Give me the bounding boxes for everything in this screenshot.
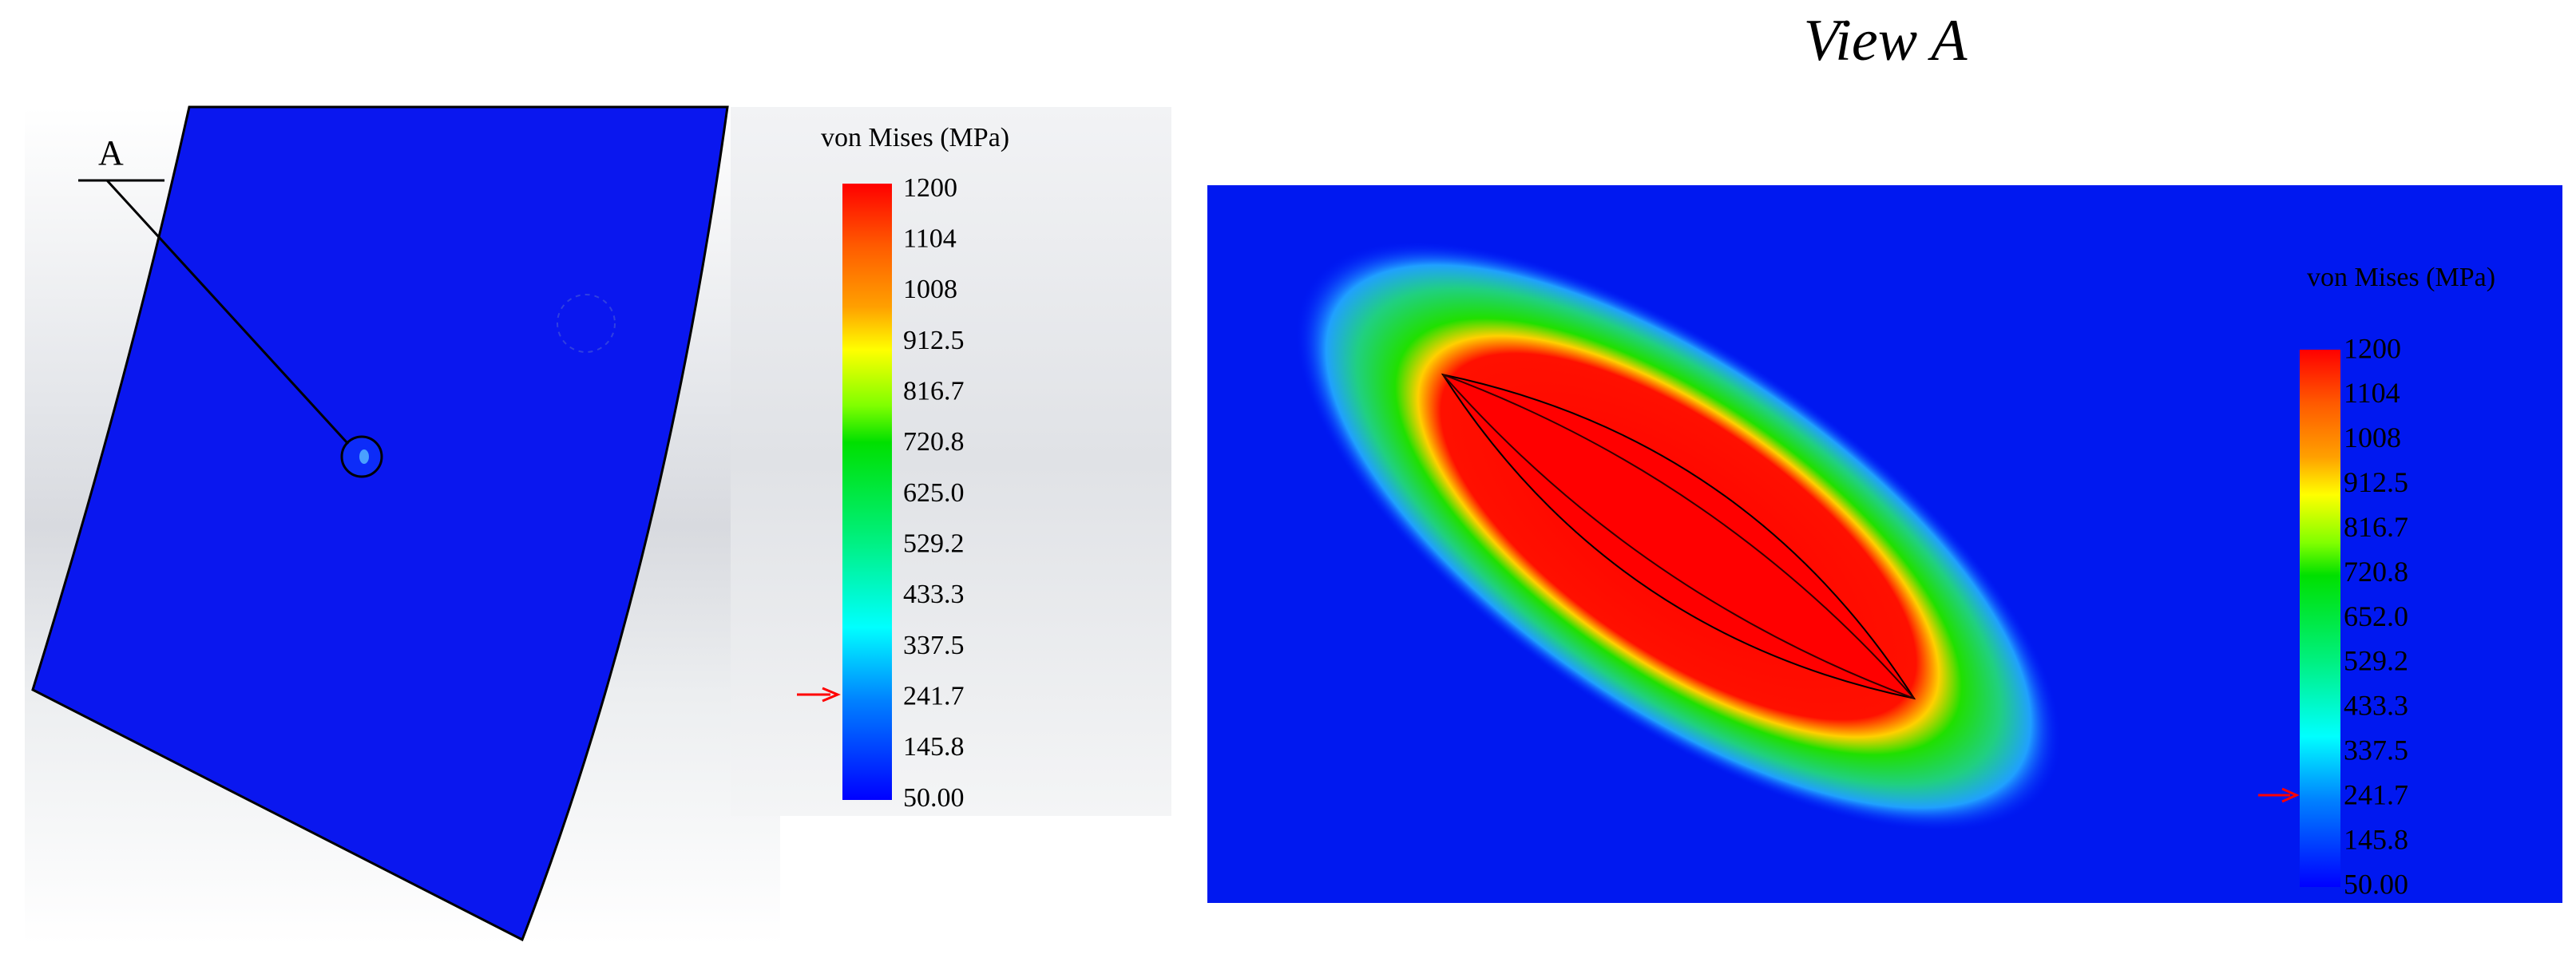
legend-title: von Mises (MPa) [821, 123, 1009, 152]
legend-label: 912.5 [2344, 466, 2408, 498]
legend-label: 1104 [903, 224, 957, 253]
legend-label: 625.0 [903, 478, 965, 508]
legend-label: 145.8 [903, 732, 965, 762]
part [31, 105, 729, 942]
legend-label: 652.0 [2344, 600, 2408, 632]
legend-label: 1200 [903, 173, 957, 203]
legend-label: 337.5 [903, 631, 965, 660]
legend-label: 529.2 [903, 529, 965, 558]
legend-label: 50.00 [2344, 868, 2408, 900]
hotspot [359, 449, 369, 464]
legend-label: 816.7 [2344, 511, 2408, 543]
legend-label: 241.7 [903, 681, 965, 711]
legend-label: 720.8 [2344, 556, 2408, 588]
legend-label: 145.8 [2344, 823, 2408, 855]
legend-label: 720.8 [903, 427, 965, 457]
lens-edge [1442, 374, 1915, 699]
faint-circle [557, 294, 616, 353]
legend-label: 1008 [903, 275, 957, 304]
legend-label: 529.2 [2344, 645, 2408, 677]
legend-label: 433.3 [2344, 690, 2408, 722]
color-bar [842, 184, 892, 800]
detail-label: A [98, 133, 124, 172]
color-bar [2300, 350, 2340, 887]
arrow [797, 687, 841, 703]
legend-label: 1104 [2344, 377, 2400, 409]
legend-label: 337.5 [2344, 734, 2408, 766]
legend-label: 816.7 [903, 376, 965, 406]
legend-label: 1200 [2344, 332, 2401, 364]
legend-title: von Mises (MPa) [2307, 263, 2495, 292]
view-title: View A [1804, 8, 1968, 73]
arrow [2258, 787, 2300, 803]
legend-label: 1008 [2344, 422, 2401, 453]
legend-label: 241.7 [2344, 778, 2408, 810]
leader-line [105, 179, 350, 445]
legend-panel [731, 107, 1171, 816]
legend-label: 912.5 [903, 326, 965, 355]
legend-label: 433.3 [903, 580, 965, 609]
legend-label: 50.00 [903, 783, 965, 813]
stress-field [1295, 241, 2062, 832]
